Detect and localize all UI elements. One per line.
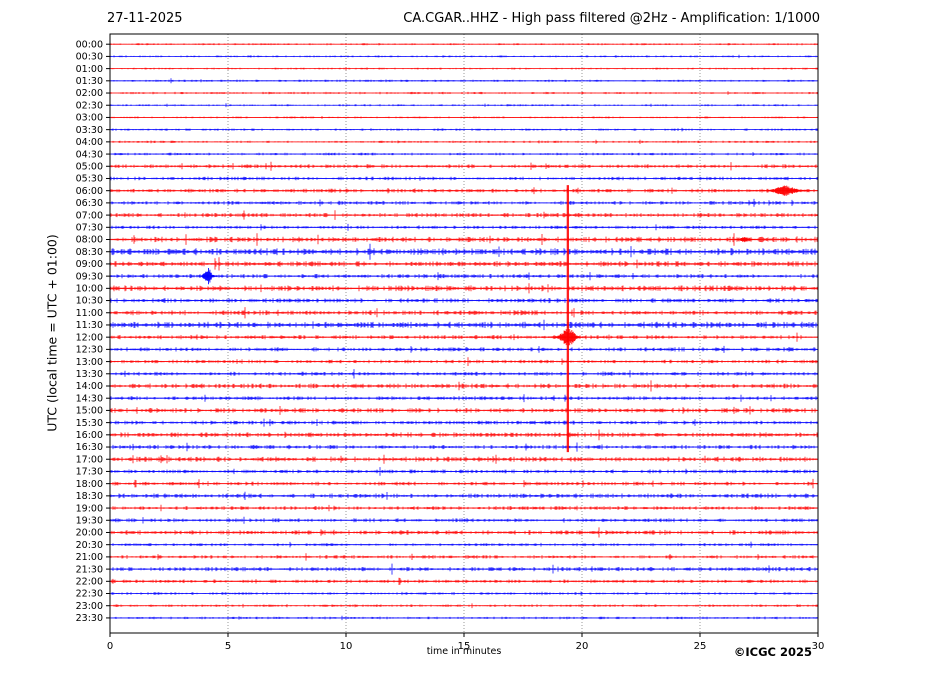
row-label-06:30: 06:30	[76, 198, 103, 209]
x-tick-label: 15	[458, 641, 471, 652]
row-label-09:30: 09:30	[76, 271, 103, 282]
row-label-11:30: 11:30	[76, 320, 103, 331]
row-label-01:00: 01:00	[76, 64, 103, 75]
plot-title: CA.CGAR..HHZ - High pass filtered @2Hz -…	[403, 11, 820, 26]
row-label-07:00: 07:00	[76, 210, 103, 221]
row-label-03:30: 03:30	[76, 125, 103, 136]
row-label-12:00: 12:00	[76, 332, 103, 343]
row-label-04:00: 04:00	[76, 137, 103, 148]
row-label-20:30: 20:30	[76, 540, 103, 551]
row-label-04:30: 04:30	[76, 149, 103, 160]
row-label-10:00: 10:00	[76, 284, 103, 295]
row-label-19:00: 19:00	[76, 503, 103, 514]
row-label-21:00: 21:00	[76, 552, 103, 563]
row-label-05:30: 05:30	[76, 174, 103, 185]
row-label-17:30: 17:30	[76, 467, 103, 478]
row-label-00:00: 00:00	[76, 39, 103, 50]
row-label-09:00: 09:00	[76, 259, 103, 270]
x-tick-label: 10	[340, 641, 353, 652]
row-label-17:00: 17:00	[76, 454, 103, 465]
row-label-18:30: 18:30	[76, 491, 103, 502]
row-label-23:00: 23:00	[76, 601, 103, 612]
row-label-19:30: 19:30	[76, 515, 103, 526]
event-clipped-spike-12:00	[546, 329, 590, 346]
event-spike-09:30	[196, 268, 220, 285]
row-label-16:00: 16:00	[76, 430, 103, 441]
row-label-16:30: 16:30	[76, 442, 103, 453]
row-label-02:30: 02:30	[76, 100, 103, 111]
row-label-08:00: 08:00	[76, 235, 103, 246]
row-label-12:30: 12:30	[76, 345, 103, 356]
row-label-15:00: 15:00	[76, 406, 103, 417]
x-tick-label: 25	[694, 641, 707, 652]
row-label-14:00: 14:00	[76, 381, 103, 392]
row-label-11:00: 11:00	[76, 308, 103, 319]
row-label-13:00: 13:00	[76, 357, 103, 368]
row-label-14:30: 14:30	[76, 393, 103, 404]
row-label-10:30: 10:30	[76, 296, 103, 307]
row-label-02:00: 02:00	[76, 88, 103, 99]
row-label-00:30: 00:30	[76, 52, 103, 63]
copyright: ©ICGC 2025	[733, 645, 812, 659]
event-burst-08:00	[728, 237, 761, 243]
row-label-05:00: 05:00	[76, 161, 103, 172]
row-label-18:00: 18:00	[76, 479, 103, 490]
row-label-20:00: 20:00	[76, 528, 103, 539]
x-tick-label: 5	[225, 641, 231, 652]
row-label-22:30: 22:30	[76, 589, 103, 600]
row-label-13:30: 13:30	[76, 369, 103, 380]
x-tick-label: 30	[812, 641, 825, 652]
row-label-15:30: 15:30	[76, 418, 103, 429]
row-label-21:30: 21:30	[76, 564, 103, 575]
plot-date: 27-11-2025	[107, 11, 183, 26]
x-tick-label: 0	[107, 641, 113, 652]
event-burst-06:00	[752, 185, 818, 196]
plot-frame	[109, 33, 819, 634]
row-label-06:00: 06:00	[76, 186, 103, 197]
row-label-07:30: 07:30	[76, 223, 103, 234]
row-label-03:00: 03:00	[76, 113, 103, 124]
x-axis-label: time in minutes	[426, 646, 502, 657]
x-tick-label: 20	[576, 641, 589, 652]
row-label-08:30: 08:30	[76, 247, 103, 258]
row-label-22:00: 22:00	[76, 577, 103, 588]
row-label-23:30: 23:30	[76, 613, 103, 624]
row-label-01:30: 01:30	[76, 76, 103, 87]
